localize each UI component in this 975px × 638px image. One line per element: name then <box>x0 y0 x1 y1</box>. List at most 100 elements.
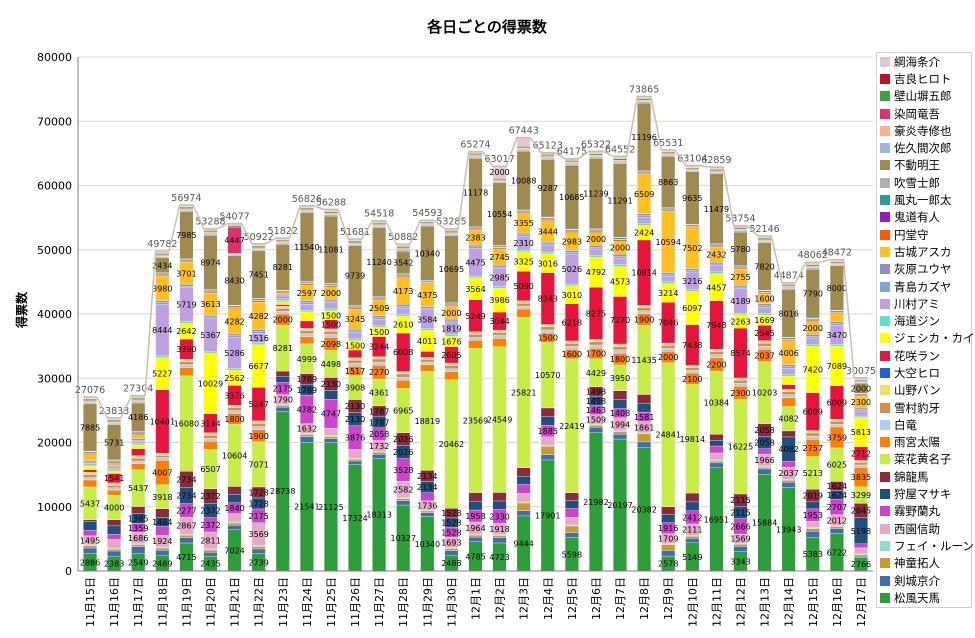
legend-item: 菜花黄名子 <box>877 451 971 468</box>
bar-segment <box>420 222 435 224</box>
bar-segment <box>661 544 676 551</box>
bar-segment <box>444 365 459 369</box>
legend-label: 鬼道有人 <box>894 210 940 225</box>
bar-value-label: 2886 <box>80 558 100 567</box>
bar-value-label: 3245 <box>345 315 365 324</box>
bar-segment <box>661 155 676 157</box>
legend-label: 豪炎寺修也 <box>894 123 952 138</box>
bar-value-label: 2134 <box>417 483 437 492</box>
bar-segment <box>757 240 772 242</box>
legend-swatch <box>880 264 890 275</box>
bar-segment <box>155 457 170 461</box>
bar-total-label: 73865 <box>629 84 659 95</box>
bar-value-label: 18819 <box>415 417 440 426</box>
bar-segment <box>829 261 844 264</box>
legend-swatch <box>880 281 890 292</box>
bar-segment <box>829 321 844 324</box>
bar-value-label: 2867 <box>176 522 196 531</box>
bar-segment <box>564 343 579 347</box>
bar-segment <box>492 266 507 269</box>
bar-segment <box>227 521 242 524</box>
bar-value-label: 2739 <box>249 558 269 567</box>
bar-segment <box>757 465 772 468</box>
legend-item: 山野バン <box>877 382 971 399</box>
bar-segment <box>299 433 314 435</box>
bar-segment <box>420 364 435 372</box>
legend-label: 灰原ユウヤ <box>894 262 952 277</box>
bar-segment <box>685 492 700 503</box>
bar-segment <box>709 244 724 246</box>
bar-segment <box>637 310 652 314</box>
bar-segment <box>661 281 676 284</box>
x-tick-label: 12月6日 <box>590 577 603 620</box>
bar-value-label: 1964 <box>465 524 485 533</box>
legend-item: 古城アスカ <box>877 243 971 260</box>
bar-segment <box>155 455 170 458</box>
bar-segment <box>709 263 724 266</box>
bar-total-label: 50922 <box>244 232 274 243</box>
bar-total-label: 48472 <box>822 248 852 259</box>
bar-segment <box>131 398 146 400</box>
bar-segment <box>516 303 531 307</box>
legend-swatch <box>880 333 890 344</box>
bar-segment <box>709 349 724 352</box>
legend-item: 剣城京介 <box>877 572 971 589</box>
legend-label: 松風天馬 <box>894 590 940 605</box>
bar-segment <box>444 234 459 236</box>
bar-segment <box>396 498 411 501</box>
bar-total-label: 64552 <box>605 144 635 155</box>
bar-segment <box>155 550 170 556</box>
bar-segment <box>854 393 868 396</box>
legend-swatch <box>880 160 890 171</box>
bar-segment <box>757 292 772 294</box>
bar-value-label: 5198 <box>851 527 871 536</box>
bar-segment <box>540 446 555 455</box>
bar-segment <box>396 276 411 278</box>
bar-segment <box>396 304 411 307</box>
bar-segment <box>396 380 411 389</box>
bar-value-label: 2432 <box>706 251 726 260</box>
bar-value-label: 3980 <box>152 284 172 293</box>
bar-value-label: 2277 <box>176 506 196 515</box>
bar-segment <box>589 425 603 428</box>
bar-segment <box>227 407 242 411</box>
bar-segment <box>733 286 748 289</box>
bar-total-label: 44874 <box>774 271 804 282</box>
bar-value-label: 2412 <box>682 513 702 522</box>
y-axis-label: 得票数 <box>14 291 29 329</box>
bar-value-label: 1463 <box>586 406 606 415</box>
bar-segment <box>420 512 435 517</box>
bar-value-label: 17901 <box>535 511 560 520</box>
bar-segment <box>155 256 170 259</box>
bar-segment <box>372 325 387 328</box>
bar-value-label: 2100 <box>682 375 702 384</box>
bar-segment <box>540 454 555 461</box>
legend-swatch <box>880 195 890 206</box>
bar-segment <box>203 548 218 551</box>
bar-value-label: 4173 <box>393 287 413 296</box>
bar-segment <box>540 154 555 157</box>
bar-value-label: 10814 <box>631 269 656 278</box>
bar-segment <box>275 308 290 312</box>
bar-segment <box>107 423 122 425</box>
bar-segment <box>661 506 676 515</box>
bar-value-label: 5437 <box>128 484 148 493</box>
bar-value-label: 10685 <box>559 193 584 202</box>
bar-value-label: 25821 <box>511 388 536 397</box>
bar-segment <box>468 533 483 536</box>
bar-segment <box>564 252 579 255</box>
bar-segment <box>468 229 483 231</box>
bar-segment <box>829 310 844 313</box>
bar-segment <box>203 232 218 235</box>
x-tick-label: 12月8日 <box>638 577 651 620</box>
bar-value-label: 11291 <box>607 196 632 205</box>
bar-segment <box>733 227 748 230</box>
bar-segment <box>396 305 411 309</box>
bar-segment <box>155 302 170 305</box>
bar-value-label: 5149 <box>682 553 702 562</box>
bar-value-label: 2734 <box>176 475 196 484</box>
bar-segment <box>131 401 146 404</box>
bar-segment <box>637 215 652 218</box>
bar-total-label: 54593 <box>412 208 442 219</box>
